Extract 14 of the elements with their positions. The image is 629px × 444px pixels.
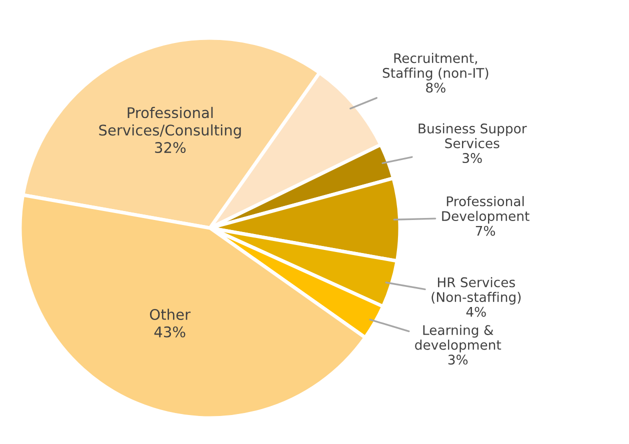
data-label: 3%	[448, 354, 468, 365]
data-label: 3%	[462, 153, 482, 164]
slice-label: Learning & development	[415, 324, 502, 352]
data-label: 43%	[154, 326, 186, 338]
slice-label: Business Suppor Services	[418, 123, 527, 148]
slice-label: Other	[150, 308, 191, 320]
slice-label: Professional Services/Consulting	[99, 106, 241, 138]
slice-label: Recruitment, Staffing (non-IT)	[382, 52, 488, 80]
data-label: 4%	[466, 306, 486, 317]
data-label: 32%	[155, 142, 186, 154]
slice-label: HR Services (Non-staffing)	[432, 277, 521, 305]
data-label: 8%	[426, 82, 446, 93]
data-label: 7%	[476, 226, 496, 236]
slice-label: Professional Development	[442, 196, 530, 224]
